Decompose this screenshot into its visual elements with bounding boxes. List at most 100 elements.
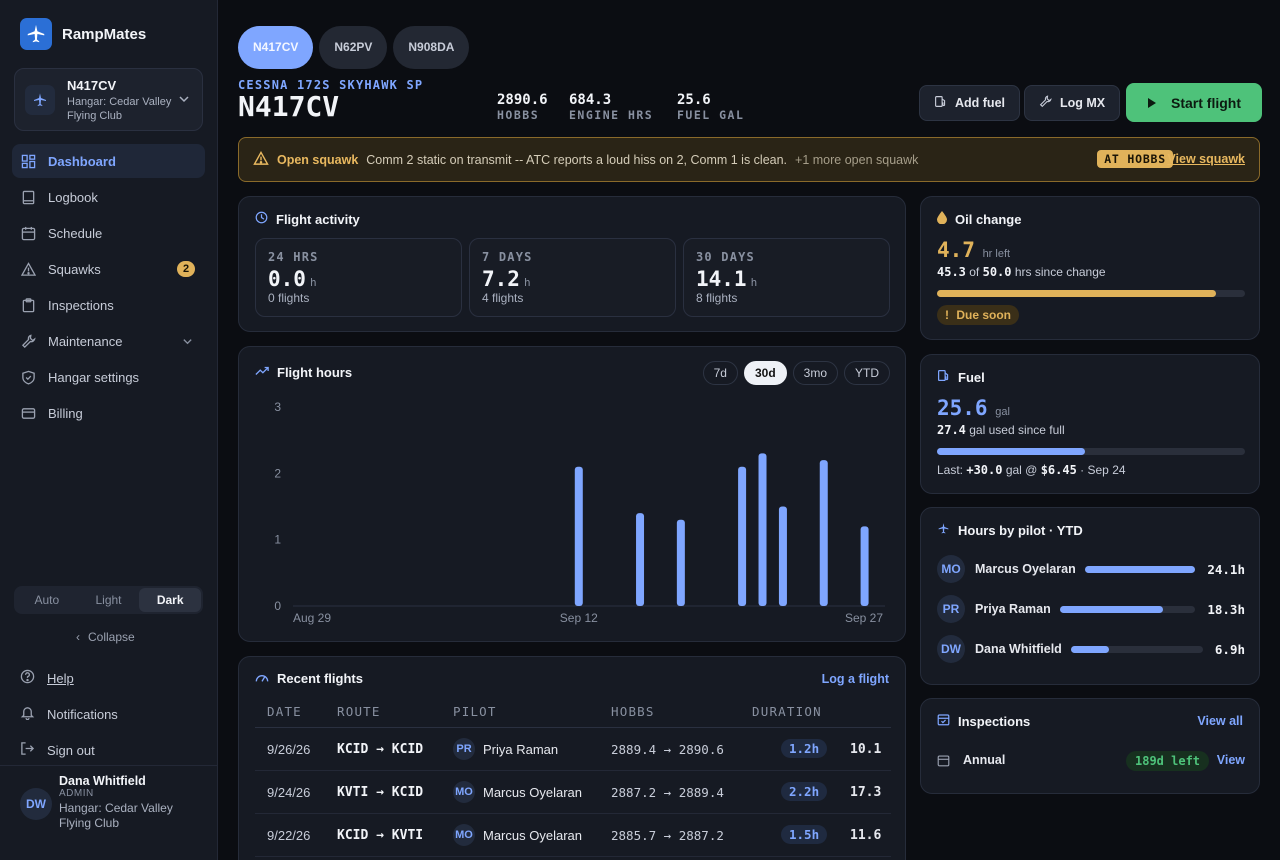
col-pilot[interactable]: PILOT: [453, 704, 497, 719]
range-ytd[interactable]: YTD: [844, 361, 890, 385]
sidebar: RampMates N417CV Hangar: Cedar Valley Fl…: [0, 0, 218, 860]
aircraft-tabs: N417CV N62PV N908DA: [238, 26, 470, 69]
chart-bar[interactable]: [636, 513, 645, 606]
plane-icon: [25, 85, 55, 115]
nav-hangar-settings[interactable]: Hangar settings: [12, 360, 205, 394]
row-hobbs: 2887.2 → 2889.4: [611, 785, 724, 800]
pilot-hours-fill: [1071, 646, 1110, 653]
notifications-link[interactable]: Notifications: [20, 696, 118, 732]
add-fuel-label: Add fuel: [955, 96, 1005, 110]
activity-label: 24 HRS: [268, 250, 319, 264]
brand[interactable]: RampMates: [20, 18, 146, 50]
page-title: N417CV: [238, 90, 340, 123]
stat-label: ENGINE HRS: [569, 108, 654, 122]
activity-hours: 7.2: [482, 267, 520, 291]
nav-maintenance[interactable]: Maintenance: [12, 324, 205, 358]
table-row[interactable]: 9/22/26 KCID → KVTI MO Marcus Oyelaran 2…: [255, 814, 891, 857]
nav-logbook[interactable]: Logbook: [12, 180, 205, 214]
nav-inspections[interactable]: Inspections: [12, 288, 205, 322]
sign-out-link[interactable]: Sign out: [20, 732, 118, 768]
chart-bar[interactable]: [819, 460, 828, 606]
row-extra: 17.3: [850, 785, 882, 800]
activity-count: 8 flights: [696, 291, 738, 305]
activity-value: 14.1 h: [696, 267, 757, 291]
help-link[interactable]: Help: [20, 660, 118, 696]
oil-remaining: 4.7 hr left: [937, 238, 1010, 262]
chart-bar[interactable]: [574, 466, 583, 606]
pilot-avatar: MO: [937, 555, 965, 583]
squawk-count-badge: 2: [177, 261, 195, 277]
squawk-description: Comm 2 static on transmit -- ATC reports…: [366, 152, 788, 167]
oil-since: 45.3 of 50.0 hrs since change: [937, 265, 1106, 279]
start-flight-button[interactable]: Start flight: [1126, 83, 1262, 122]
range-30d[interactable]: 30d: [743, 361, 787, 385]
chart-bar[interactable]: [758, 453, 767, 606]
fuel-progress: [937, 448, 1245, 455]
col-route[interactable]: ROUTE: [337, 704, 381, 719]
calendar-icon: [20, 225, 36, 241]
nav-dashboard[interactable]: Dashboard: [12, 144, 205, 178]
theme-auto[interactable]: Auto: [34, 593, 60, 607]
pilot-hours-fill: [1085, 566, 1195, 573]
oil-of: of: [969, 265, 980, 279]
fuel-unit: gal: [995, 406, 1010, 418]
y-tick-label: 3: [274, 400, 281, 414]
pilot-name: Dana Whitfield: [975, 642, 1062, 656]
bell-icon: [20, 705, 35, 723]
warning-icon: [20, 261, 36, 277]
fuel-pump-icon: [934, 95, 947, 111]
fuel-progress-fill: [937, 448, 1085, 455]
fuel-used-value: 27.4: [937, 423, 966, 437]
plane-icon: [937, 522, 950, 538]
view-squawk-link[interactable]: View squawk: [1167, 152, 1245, 166]
view-all-link[interactable]: View all: [1197, 714, 1243, 728]
range-selector: 7d 30d 3mo YTD: [702, 361, 890, 385]
row-duration: 1.5h: [781, 825, 828, 844]
fuel-remaining: 25.6 gal: [937, 396, 1010, 420]
chart-bar[interactable]: [676, 519, 685, 606]
table-row[interactable]: 9/24/26 KVTI → KCID MO Marcus Oyelaran 2…: [255, 771, 891, 814]
aircraft-tab-n62pv[interactable]: N62PV: [319, 26, 388, 69]
nav-squawks[interactable]: Squawks 2: [12, 252, 205, 286]
aircraft-tab-n417cv[interactable]: N417CV: [238, 26, 314, 69]
x-tick-label: Sep 27: [845, 611, 883, 625]
chart-bar[interactable]: [738, 466, 747, 606]
sign-out-label: Sign out: [47, 742, 95, 758]
log-flight-link[interactable]: Log a flight: [821, 672, 889, 686]
stat-label: HOBBS: [497, 108, 540, 122]
range-3mo[interactable]: 3mo: [792, 361, 838, 385]
chart-bar[interactable]: [860, 526, 869, 606]
main-nav: Dashboard Logbook Schedule Squawks 2 Ins…: [12, 144, 205, 432]
add-fuel-button[interactable]: Add fuel: [919, 85, 1020, 121]
stat-value: 2890.6: [497, 92, 548, 108]
theme-light[interactable]: Light: [95, 593, 122, 607]
log-mx-button[interactable]: Log MX: [1024, 85, 1121, 121]
stat-label: FUEL GAL: [677, 108, 745, 122]
col-date[interactable]: DATE: [267, 704, 302, 719]
row-date: 9/22/26: [267, 828, 311, 843]
nav-billing[interactable]: Billing: [12, 396, 205, 430]
y-tick-label: 0: [274, 599, 281, 613]
theme-toggle: Auto Light Dark: [14, 586, 203, 614]
collapse-button[interactable]: ‹ Collapse: [76, 630, 135, 644]
inspection-view-link[interactable]: View: [1216, 753, 1245, 767]
pilot-row: MO Marcus Oyelaran 24.1h: [937, 555, 1245, 585]
oil-change-card: Oil change 4.7 hr left 45.3 of 50.0 hrs …: [920, 196, 1260, 340]
nav-label: Squawks: [48, 261, 101, 277]
col-duration[interactable]: DURATION: [752, 704, 822, 719]
aircraft-tab-n908da[interactable]: N908DA: [393, 26, 470, 69]
pilot-hours: 18.3h: [1207, 602, 1245, 617]
col-hobbs[interactable]: HOBBS: [611, 704, 655, 719]
chart-bar[interactable]: [778, 506, 787, 607]
nav-label: Maintenance: [48, 333, 123, 349]
aircraft-switcher[interactable]: N417CV Hangar: Cedar Valley Flying Club: [14, 68, 203, 131]
inspection-name: Annual: [963, 753, 1006, 767]
table-row[interactable]: 9/26/26 KCID → KCID PR Priya Raman 2889.…: [255, 728, 891, 771]
nav-schedule[interactable]: Schedule: [12, 216, 205, 250]
range-7d[interactable]: 7d: [702, 361, 738, 385]
oil-value: 4.7: [937, 238, 975, 262]
user-card[interactable]: DW Dana Whitfield ADMIN Hangar: Cedar Va…: [0, 765, 217, 860]
pilot-row: DW Dana Whitfield 6.9h: [937, 635, 1245, 665]
fuel-last: Last: +30.0 gal @ $6.45 · Sep 24: [937, 463, 1126, 477]
theme-dark[interactable]: Dark: [139, 588, 202, 612]
